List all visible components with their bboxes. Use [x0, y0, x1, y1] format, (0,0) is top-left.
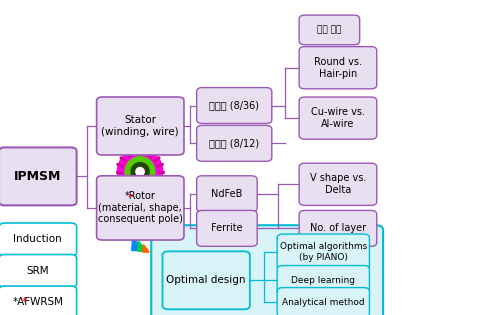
- FancyBboxPatch shape: [299, 47, 377, 89]
- Ellipse shape: [124, 156, 156, 187]
- Text: *: *: [22, 297, 27, 307]
- Ellipse shape: [130, 162, 150, 181]
- Text: Stator
(winding, wire): Stator (winding, wire): [102, 115, 179, 137]
- Polygon shape: [138, 241, 146, 251]
- Text: Induction: Induction: [14, 234, 62, 244]
- Text: Deep learning: Deep learning: [291, 276, 355, 285]
- Ellipse shape: [135, 167, 145, 176]
- FancyBboxPatch shape: [277, 288, 369, 315]
- Polygon shape: [132, 237, 143, 250]
- FancyBboxPatch shape: [163, 251, 250, 309]
- FancyBboxPatch shape: [0, 255, 77, 287]
- FancyBboxPatch shape: [299, 97, 377, 139]
- Text: *: *: [128, 193, 132, 203]
- Text: 분포권 (8/36): 분포권 (8/36): [209, 100, 259, 111]
- Text: Optimal design: Optimal design: [166, 275, 246, 285]
- Text: V shape vs.
Delta: V shape vs. Delta: [310, 174, 366, 195]
- FancyBboxPatch shape: [299, 15, 360, 45]
- FancyBboxPatch shape: [97, 176, 184, 240]
- Polygon shape: [143, 244, 149, 252]
- FancyBboxPatch shape: [0, 223, 77, 256]
- FancyBboxPatch shape: [277, 266, 369, 295]
- FancyBboxPatch shape: [151, 225, 383, 315]
- Text: IPMSM: IPMSM: [14, 170, 61, 183]
- FancyBboxPatch shape: [97, 97, 184, 155]
- Text: NdFeB: NdFeB: [211, 189, 243, 199]
- FancyBboxPatch shape: [197, 88, 272, 123]
- Text: 기본 모델: 기본 모델: [317, 26, 342, 34]
- Text: Optimal algorithms
(by PIANO): Optimal algorithms (by PIANO): [280, 242, 367, 262]
- FancyBboxPatch shape: [197, 176, 257, 212]
- Text: Ferrite: Ferrite: [211, 223, 243, 233]
- Text: Analytical method: Analytical method: [282, 298, 365, 307]
- FancyBboxPatch shape: [299, 163, 377, 205]
- Text: No. of layer: No. of layer: [310, 223, 366, 233]
- Text: *Rotor
(material, shape,
consequent pole): *Rotor (material, shape, consequent pole…: [98, 191, 183, 225]
- FancyBboxPatch shape: [299, 210, 377, 246]
- Ellipse shape: [117, 148, 163, 195]
- Text: 집중권 (8/12): 집중권 (8/12): [209, 138, 259, 148]
- FancyBboxPatch shape: [0, 286, 77, 315]
- Text: Cu-wire vs.
Al-wire: Cu-wire vs. Al-wire: [311, 107, 365, 129]
- FancyBboxPatch shape: [197, 210, 257, 246]
- Text: *AFWRSM: *AFWRSM: [12, 297, 63, 307]
- FancyBboxPatch shape: [277, 234, 369, 270]
- Text: SRM: SRM: [26, 266, 49, 276]
- FancyBboxPatch shape: [197, 125, 272, 161]
- Text: Round vs.
Hair-pin: Round vs. Hair-pin: [314, 57, 362, 78]
- FancyBboxPatch shape: [0, 147, 77, 205]
